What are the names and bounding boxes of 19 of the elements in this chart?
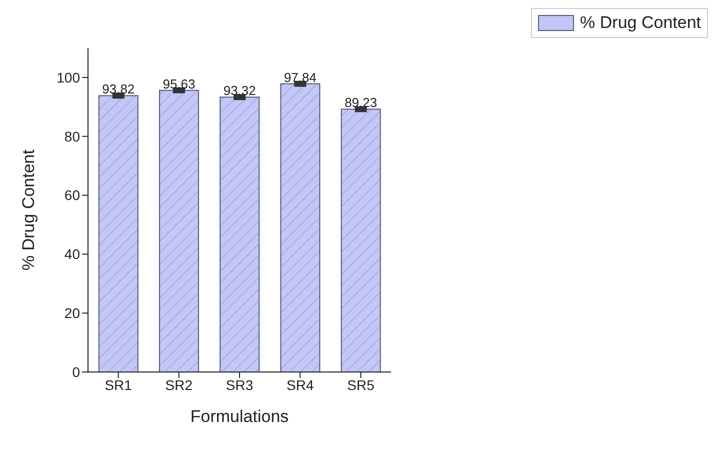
data-label: 89.23 bbox=[344, 95, 378, 110]
data-label: 93.32 bbox=[223, 83, 256, 98]
y-tick-label: 100 bbox=[56, 69, 80, 86]
x-tick-label: SR3 bbox=[226, 376, 254, 393]
legend-label: % Drug Content bbox=[580, 13, 701, 33]
x-tick-label: SR1 bbox=[104, 376, 132, 393]
data-label: 93.82 bbox=[102, 82, 135, 97]
y-tick-label: 60 bbox=[64, 187, 80, 204]
x-axis-title: Formulations bbox=[190, 407, 289, 426]
x-tick-label: SR2 bbox=[165, 376, 193, 393]
y-tick-label: 80 bbox=[64, 128, 80, 144]
y-tick-label: 0 bbox=[72, 364, 80, 380]
x-tick-label: SR4 bbox=[286, 376, 314, 393]
y-tick-label: 40 bbox=[64, 246, 80, 262]
y-tick-label: 20 bbox=[64, 305, 80, 322]
x-tick-label: SR5 bbox=[347, 376, 375, 393]
data-label: 95.63 bbox=[162, 76, 196, 92]
y-axis-title: % Drug Content bbox=[19, 149, 38, 270]
data-label: 97.84 bbox=[284, 70, 317, 85]
